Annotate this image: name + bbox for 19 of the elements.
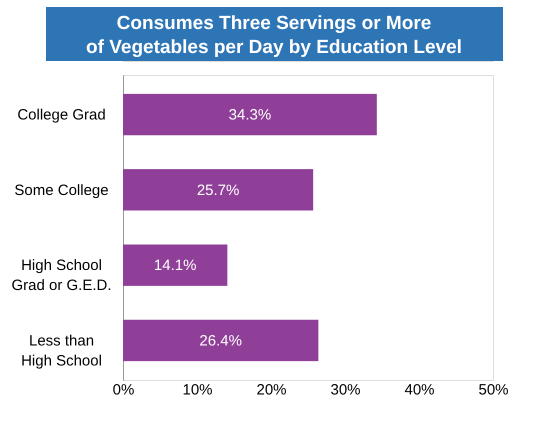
x-tick-label: 40% (404, 382, 435, 398)
y-tick-label: High School Grad or G.E.D. (11, 257, 112, 294)
data-label: 14.1% (154, 257, 196, 274)
bar (123, 244, 228, 286)
bar (123, 320, 318, 362)
x-tick-label: 10% (182, 382, 213, 398)
data-label: 26.4% (199, 332, 242, 350)
y-tick-label: College Grad (17, 106, 106, 124)
x-tick-label: 50% (478, 382, 509, 398)
data-label: 25.7% (196, 182, 240, 199)
x-tick-label: 30% (330, 382, 361, 398)
x-tick-label: 20% (256, 382, 287, 398)
y-tick-label: Some College (14, 182, 109, 199)
y-tick-label: Less than High School (21, 332, 102, 370)
bar (123, 169, 314, 211)
x-tick-label: 0% (112, 382, 134, 398)
chart-title: Consumes Three Servings or More of Vegetables per Day by Education Level (86, 13, 462, 58)
data-label: 34.3% (228, 106, 272, 124)
bar (123, 94, 377, 136)
